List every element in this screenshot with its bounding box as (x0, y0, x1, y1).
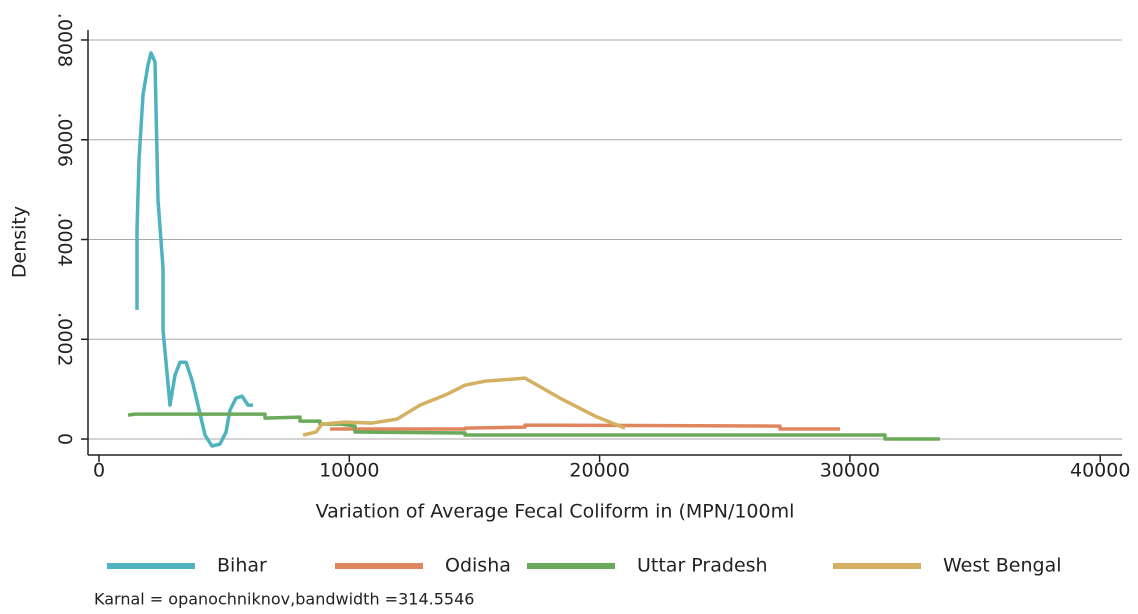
y-axis-label: Density (9, 206, 31, 278)
series-line (135, 51, 253, 448)
x-axis-label: Variation of Average Fecal Coliform in (… (316, 501, 795, 523)
x-tick-label: 30000 (820, 460, 880, 482)
y-tick-label: .0008 (54, 13, 76, 67)
series-line (302, 376, 626, 437)
y-tick-label: .0002 (54, 312, 76, 366)
x-tick-label: 10000 (319, 460, 379, 482)
y-tick-label: .0006 (54, 113, 76, 167)
y-tick-label: 0 (54, 433, 76, 445)
y-tick-label: .0004 (54, 212, 76, 266)
legend-label: Odisha (445, 555, 511, 577)
legend-label: Bihar (217, 555, 267, 577)
x-tick-label: 40000 (1070, 460, 1130, 482)
x-tick-label: 20000 (569, 460, 629, 482)
series-line (329, 423, 840, 431)
note: Karnal = opanochniknov,bandwidth =314.55… (94, 590, 474, 609)
legend-label: West Bengal (943, 555, 1062, 577)
x-tick-label: 0 (93, 460, 105, 482)
legend-label: Uttar Pradesh (637, 555, 768, 577)
